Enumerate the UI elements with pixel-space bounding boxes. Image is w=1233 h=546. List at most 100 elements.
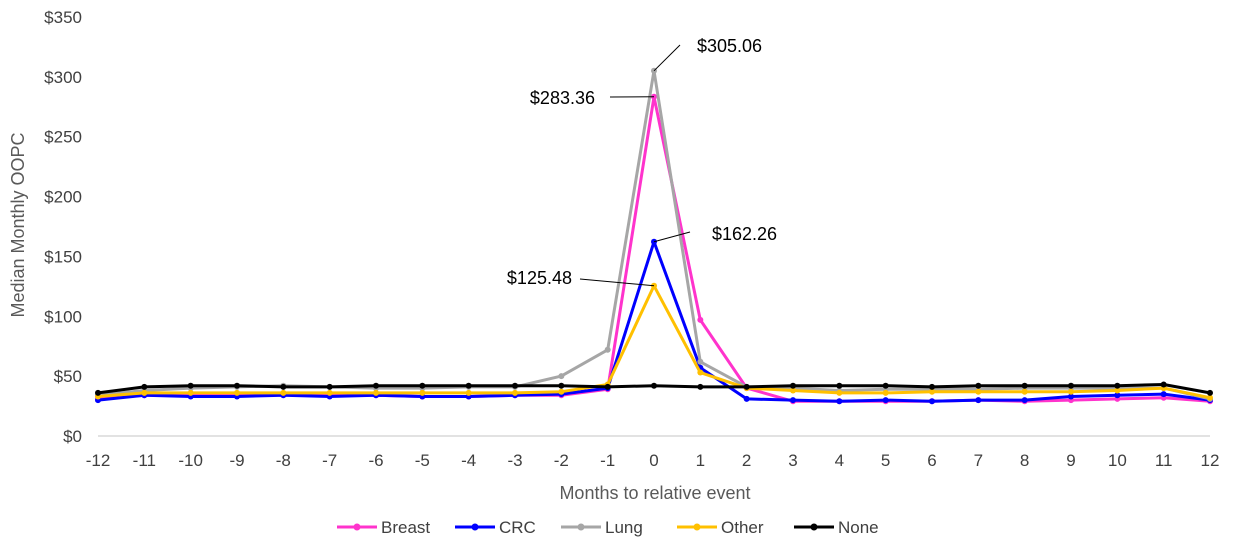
data-point — [466, 390, 472, 396]
data-point — [373, 390, 379, 396]
data-point — [605, 384, 611, 390]
y-tick-label: $100 — [44, 307, 82, 326]
x-tick-label: -7 — [322, 451, 337, 470]
legend-item-none: None — [794, 518, 879, 537]
x-tick-label: -6 — [368, 451, 383, 470]
series-line — [98, 97, 1210, 402]
data-point — [883, 397, 889, 403]
x-tick-label: -3 — [507, 451, 522, 470]
x-tick-label: -5 — [415, 451, 430, 470]
legend-marker — [578, 524, 585, 531]
x-tick-label: 12 — [1201, 451, 1220, 470]
data-point — [280, 384, 286, 390]
data-point — [1161, 382, 1167, 388]
annotation-label: $305.06 — [697, 36, 762, 56]
y-tick-label: $50 — [54, 367, 82, 386]
data-point — [744, 396, 750, 402]
x-tick-label: -8 — [276, 451, 291, 470]
data-point — [836, 383, 842, 389]
y-tick-label: $150 — [44, 247, 82, 266]
data-point — [558, 389, 564, 395]
annotations: $305.06 $283.36 $162.26 $125.48 — [507, 36, 777, 288]
data-point — [141, 384, 147, 390]
data-point — [697, 317, 703, 323]
x-tick-label: 2 — [742, 451, 751, 470]
y-axis-title: Median Monthly OOPC — [8, 132, 28, 317]
x-tick-label: -4 — [461, 451, 476, 470]
data-point — [651, 383, 657, 389]
data-point — [836, 390, 842, 396]
series-line — [98, 286, 1210, 398]
data-point — [790, 397, 796, 403]
data-point — [883, 383, 889, 389]
data-point — [1068, 389, 1074, 395]
legend-marker — [694, 524, 701, 531]
x-tick-label: -2 — [554, 451, 569, 470]
y-tick-label: $0 — [63, 427, 82, 446]
annotation-leader — [654, 45, 680, 71]
data-point — [975, 383, 981, 389]
x-tick-label: 8 — [1020, 451, 1029, 470]
series-crc — [95, 239, 1213, 405]
data-point — [1022, 389, 1028, 395]
data-point — [883, 390, 889, 396]
y-tick-label: $200 — [44, 188, 82, 207]
legend-label: None — [838, 518, 879, 537]
legend-label: Other — [721, 518, 764, 537]
x-axis-title: Months to relative event — [559, 483, 750, 503]
data-point — [697, 370, 703, 376]
x-tick-label: 1 — [696, 451, 705, 470]
data-point — [975, 397, 981, 403]
annotation-label: $125.48 — [507, 268, 572, 288]
data-point — [836, 398, 842, 404]
data-point — [512, 390, 518, 396]
annotation-label: $162.26 — [712, 224, 777, 244]
data-point — [512, 383, 518, 389]
legend-label: Breast — [381, 518, 430, 537]
legend-item-crc: CRC — [455, 518, 536, 537]
data-point — [929, 398, 935, 404]
x-tick-label: -10 — [178, 451, 203, 470]
legend-item-lung: Lung — [561, 518, 643, 537]
x-tick-label: -9 — [229, 451, 244, 470]
data-point — [697, 359, 703, 365]
data-point — [188, 383, 194, 389]
series-line — [98, 71, 1210, 399]
x-tick-label: 9 — [1066, 451, 1075, 470]
annotation-label: $283.36 — [530, 88, 595, 108]
x-tick-label: -11 — [133, 451, 156, 470]
x-tick-label: -12 — [86, 451, 111, 470]
x-tick-label: 3 — [788, 451, 797, 470]
x-tick-label: 4 — [835, 451, 844, 470]
data-point — [188, 390, 194, 396]
data-point — [95, 390, 101, 396]
legend-label: Lung — [605, 518, 643, 537]
legend-marker — [354, 524, 361, 531]
data-point — [790, 383, 796, 389]
data-point — [1207, 390, 1213, 396]
x-tick-label: -1 — [600, 451, 615, 470]
data-point — [466, 383, 472, 389]
data-point — [744, 384, 750, 390]
legend: Breast CRC Lung Other None — [337, 518, 879, 537]
data-point — [373, 383, 379, 389]
x-tick-label: 11 — [1155, 451, 1173, 470]
series-breast — [95, 94, 1213, 405]
legend-item-breast: Breast — [337, 518, 430, 537]
legend-marker — [811, 524, 818, 531]
data-point — [234, 390, 240, 396]
series-lung — [95, 68, 1213, 402]
data-point — [558, 373, 564, 379]
series-lines — [95, 68, 1213, 404]
y-tick-label: $250 — [44, 128, 82, 147]
x-tick-label: 6 — [927, 451, 936, 470]
data-point — [1114, 383, 1120, 389]
data-point — [605, 347, 611, 353]
data-point — [141, 390, 147, 396]
x-tick-label: 5 — [881, 451, 890, 470]
data-point — [1022, 397, 1028, 403]
x-tick-label: 7 — [974, 451, 983, 470]
data-point — [1161, 391, 1167, 397]
